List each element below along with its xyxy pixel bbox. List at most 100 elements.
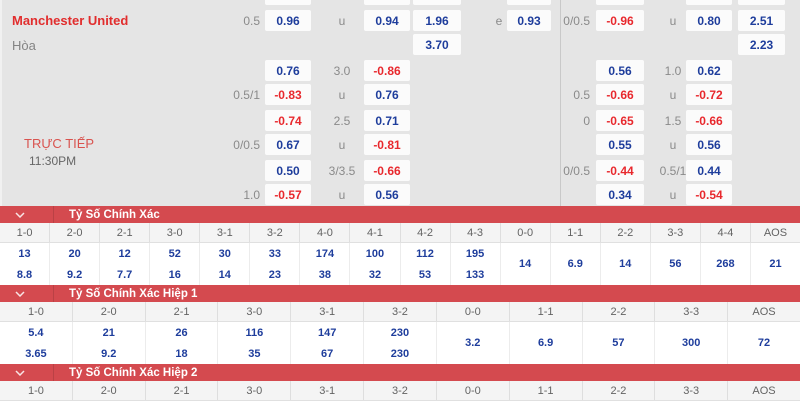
odds-value-box[interactable]: -0.66 [596,84,644,105]
odds-value-box[interactable]: 2.23 [738,34,785,55]
score-cell[interactable]: 52 16 [150,243,201,285]
odds-value-box[interactable] [413,0,461,5]
odds-value-box[interactable]: -0.81 [364,134,410,155]
section-header-bar[interactable]: Tỷ Số Chính Xác Hiệp 1 [0,285,800,302]
chevron-down-icon[interactable] [0,206,54,223]
odds-value-box[interactable]: -0.83 [265,84,311,105]
odds-value-box[interactable]: 3.70 [413,34,461,55]
score-odds-value[interactable]: 26 [175,326,188,339]
score-odds-value[interactable]: 6.9 [567,258,583,270]
score-odds-value[interactable]: 7.7 [117,268,133,281]
odds-value-box[interactable]: 0.44 [686,160,732,181]
score-odds-value[interactable]: 147 [317,326,337,339]
score-odds-value[interactable]: 21 [102,326,115,339]
odds-value-box[interactable]: 0.62 [686,60,732,81]
odds-value-box[interactable]: -0.44 [596,160,644,181]
score-cell[interactable]: 5.4 3.65 [0,322,73,364]
odds-value-box[interactable]: -0.66 [364,160,410,181]
score-cell[interactable]: 14 [501,243,551,285]
score-odds-value[interactable]: 56 [669,258,682,270]
score-odds-value[interactable]: 72 [757,337,771,349]
chevron-down-icon[interactable] [0,285,54,302]
score-odds-value[interactable]: 67 [321,347,334,360]
score-odds-value[interactable]: 3.65 [25,347,47,360]
odds-value-box[interactable]: -0.96 [596,10,644,31]
score-cell[interactable]: 30 14 [200,243,251,285]
odds-value-box[interactable] [596,0,644,5]
score-odds-value[interactable]: 174 [315,247,335,260]
score-odds-value[interactable]: 195 [465,247,485,260]
score-cell[interactable]: 112 53 [401,243,451,285]
odds-value-box[interactable]: -0.57 [265,184,311,205]
score-cell[interactable]: 13 8.8 [0,243,51,285]
score-odds-value[interactable]: 3.2 [465,337,481,349]
odds-value-box[interactable] [364,0,410,5]
odds-value-box[interactable]: 0.67 [265,134,311,155]
score-odds-value[interactable]: 30 [218,247,231,260]
odds-value-box[interactable]: -0.66 [686,110,732,131]
score-odds-value[interactable]: 33 [268,247,281,260]
score-odds-value[interactable]: 52 [168,247,181,260]
score-odds-value[interactable]: 300 [682,337,701,349]
odds-value-box[interactable]: 1.96 [413,10,461,31]
score-odds-value[interactable]: 112 [416,247,434,260]
score-cell[interactable]: 300 [655,322,729,364]
score-odds-value[interactable]: 20 [68,247,81,260]
score-odds-value[interactable]: 23 [268,268,281,281]
score-cell[interactable]: 21 9.2 [73,322,146,364]
score-cell[interactable]: 147 67 [291,322,365,364]
odds-value-box[interactable]: 0.76 [265,60,311,81]
score-odds-value[interactable]: 38 [318,268,332,281]
chevron-down-icon[interactable] [0,364,54,381]
score-odds-value[interactable]: 18 [175,347,188,360]
odds-value-box[interactable]: 0.34 [596,184,644,205]
odds-value-box[interactable]: 0.76 [364,84,410,105]
odds-value-box[interactable]: 0.80 [686,10,732,31]
score-cell[interactable]: 12 7.7 [100,243,151,285]
odds-value-box[interactable]: 0.55 [596,134,644,155]
score-odds-value[interactable]: 14 [519,258,532,270]
score-cell[interactable]: 230 230 [364,322,437,364]
odds-value-box[interactable] [265,0,311,5]
score-odds-value[interactable]: 32 [368,268,382,281]
score-cell[interactable]: 100 32 [350,243,401,285]
score-odds-value[interactable]: 57 [612,337,625,349]
odds-value-box[interactable]: -0.74 [265,110,311,131]
score-cell[interactable]: 57 [583,322,656,364]
section-header-bar[interactable]: Tỷ Số Chính Xác [0,206,800,223]
score-odds-value[interactable]: 12 [118,247,131,260]
score-cell[interactable]: 116 35 [218,322,292,364]
score-odds-value[interactable]: 6.9 [537,337,554,349]
score-odds-value[interactable]: 53 [418,268,432,281]
score-odds-value[interactable]: 230 [390,326,410,339]
score-cell[interactable]: 56 [651,243,701,285]
score-cell[interactable]: 6.9 [510,322,583,364]
score-odds-value[interactable]: 9.2 [101,347,117,360]
score-odds-value[interactable]: 13 [18,247,31,260]
score-odds-value[interactable]: 35 [248,347,261,360]
odds-value-box[interactable]: -0.72 [686,84,732,105]
odds-value-box[interactable]: 0.56 [686,134,732,155]
odds-value-box[interactable] [686,0,732,5]
score-odds-value[interactable]: 9.2 [66,268,83,281]
odds-value-box[interactable]: -0.65 [596,110,644,131]
score-cell[interactable]: 174 38 [300,243,351,285]
odds-value-box[interactable]: -0.54 [686,184,732,205]
odds-value-box[interactable]: 0.71 [364,110,410,131]
score-odds-value[interactable]: 133 [465,268,485,281]
score-cell[interactable]: 268 [701,243,751,285]
odds-value-box[interactable]: 2.51 [738,10,785,31]
score-cell[interactable]: 195 133 [451,243,501,285]
score-odds-value[interactable]: 100 [365,247,385,260]
odds-value-box[interactable]: 0.93 [507,10,551,31]
score-cell[interactable]: 33 23 [250,243,301,285]
score-odds-value[interactable]: 14 [218,268,231,281]
odds-value-box[interactable]: -0.86 [364,60,410,81]
score-odds-value[interactable]: 230 [390,347,410,360]
odds-value-box[interactable]: 0.94 [364,10,410,31]
score-odds-value[interactable]: 8.8 [16,268,33,281]
score-odds-value[interactable]: 16 [168,268,181,281]
odds-value-box[interactable]: 0.96 [265,10,311,31]
score-odds-value[interactable]: 116 [245,326,264,339]
odds-value-box[interactable] [738,0,785,5]
